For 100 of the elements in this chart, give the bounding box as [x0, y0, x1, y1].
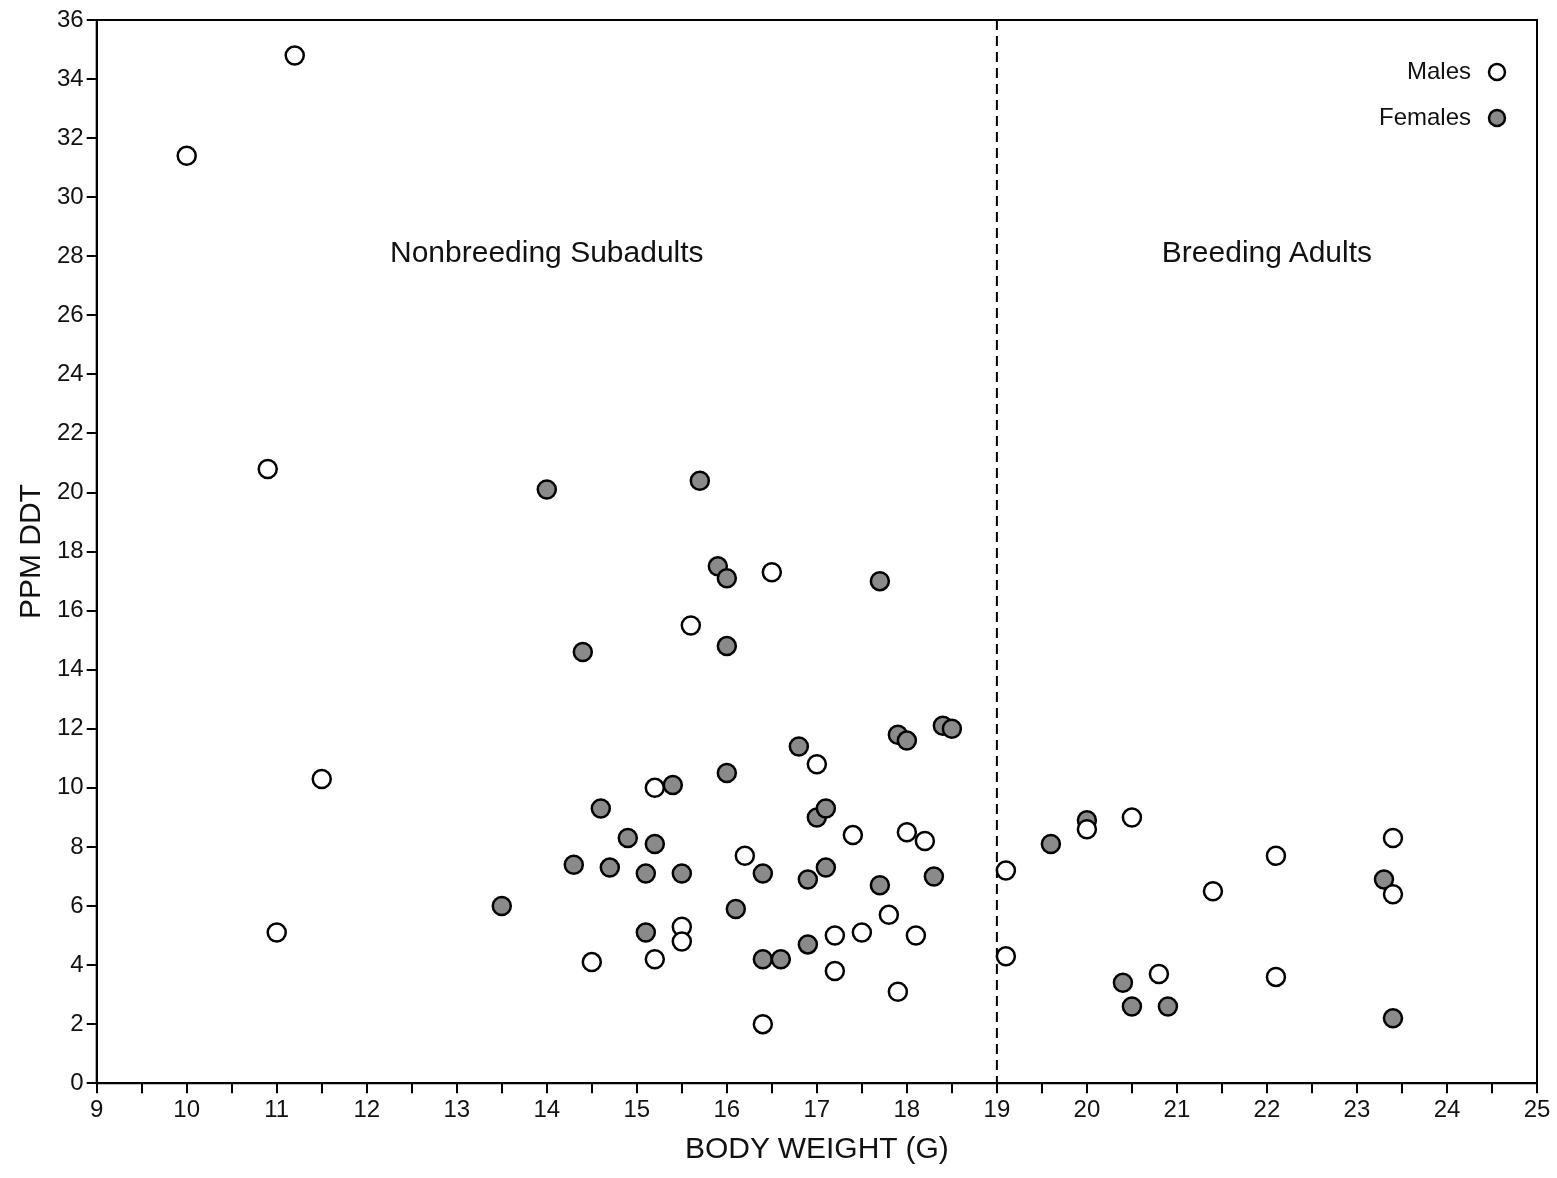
point	[1076, 818, 1098, 840]
point	[734, 845, 756, 867]
point	[176, 145, 197, 167]
point	[869, 875, 891, 896]
x-tick-label: 16	[713, 1095, 741, 1123]
y-tick-label: 34	[56, 63, 84, 91]
y-tick-label: 36	[56, 4, 84, 32]
point	[824, 960, 846, 982]
y-tick-label: 26	[56, 299, 84, 327]
point	[689, 470, 711, 491]
y-tick-label: 30	[56, 181, 84, 209]
y-tick-label: 22	[56, 418, 84, 446]
point	[788, 736, 810, 757]
x-tick-label: 18	[893, 1095, 921, 1123]
y-tick-label: 8	[70, 831, 84, 859]
y-tick-label: 2	[70, 1008, 84, 1036]
point	[644, 777, 666, 799]
point	[635, 922, 657, 943]
point	[671, 931, 693, 952]
y-tick-label: 32	[56, 122, 84, 150]
x-tick-label: 20	[1073, 1095, 1101, 1123]
x-tick-label: 19	[983, 1095, 1011, 1123]
point	[563, 854, 585, 875]
point	[797, 934, 819, 955]
point	[752, 1013, 774, 1035]
point	[770, 948, 792, 970]
y-tick-label: 6	[70, 890, 84, 918]
point	[311, 768, 332, 790]
point	[536, 479, 558, 500]
point	[869, 570, 891, 592]
y-tick-label: 16	[56, 595, 84, 623]
point	[815, 857, 837, 878]
annotation: Nonbreeding Subadults	[390, 235, 704, 269]
point	[1157, 996, 1179, 1017]
point	[644, 833, 666, 855]
point	[1382, 883, 1404, 905]
point	[662, 774, 684, 796]
point	[1148, 963, 1170, 985]
point	[923, 866, 945, 887]
point	[995, 860, 1017, 881]
point	[725, 898, 747, 920]
point	[815, 798, 837, 819]
point	[1112, 972, 1134, 994]
point	[1121, 807, 1143, 828]
point	[680, 615, 702, 636]
x-tick-label: 23	[1343, 1095, 1371, 1123]
x-tick-label: 25	[1523, 1095, 1551, 1123]
x-tick-label: 9	[90, 1095, 104, 1123]
x-tick-label: 17	[803, 1095, 831, 1123]
point	[797, 869, 819, 890]
point	[257, 458, 278, 480]
y-tick-label: 20	[56, 477, 84, 505]
point	[878, 904, 900, 926]
point	[644, 948, 666, 970]
annotation: Breeding Adults	[1161, 235, 1373, 269]
x-tick-label: 24	[1433, 1095, 1461, 1123]
point	[914, 830, 936, 852]
point	[1373, 869, 1395, 890]
y-tick-label: 0	[70, 1067, 84, 1095]
point	[590, 798, 612, 819]
point	[1382, 1007, 1404, 1029]
point	[1265, 845, 1287, 867]
point	[896, 730, 918, 751]
point	[671, 863, 693, 884]
point	[1382, 827, 1404, 849]
y-axis-title: PPM DDT	[13, 484, 47, 620]
y-tick-label: 18	[56, 536, 84, 564]
point	[716, 567, 738, 589]
x-tick-label: 10	[173, 1095, 201, 1123]
x-tick-label: 22	[1253, 1095, 1281, 1123]
point	[572, 641, 594, 663]
point	[761, 562, 783, 583]
point	[491, 895, 513, 917]
y-tick-label: 28	[56, 240, 84, 268]
point	[806, 753, 828, 775]
point	[716, 635, 738, 657]
point	[1202, 880, 1224, 902]
point	[896, 821, 918, 843]
y-tick-label: 14	[56, 654, 84, 682]
y-tick-label: 24	[56, 359, 84, 387]
point	[1121, 996, 1143, 1017]
point	[1265, 966, 1287, 988]
x-tick-label: 21	[1163, 1095, 1191, 1123]
point	[752, 948, 774, 970]
point	[941, 718, 963, 740]
x-tick-label: 13	[443, 1095, 471, 1123]
point	[887, 981, 909, 1002]
point	[581, 951, 603, 973]
point	[1040, 833, 1062, 855]
legend-label: Males	[1406, 56, 1471, 84]
point	[995, 945, 1017, 967]
y-tick-label: 4	[70, 949, 84, 977]
x-axis-title: BODY WEIGHT (G)	[684, 1131, 949, 1165]
point	[842, 824, 864, 846]
point	[617, 827, 639, 849]
point	[824, 925, 846, 946]
legend-label: Females	[1378, 102, 1471, 130]
point	[752, 863, 774, 884]
point	[851, 922, 873, 943]
y-tick-label: 12	[56, 713, 84, 741]
